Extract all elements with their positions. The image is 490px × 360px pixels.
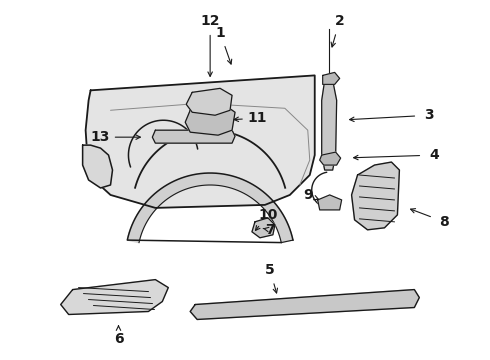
Polygon shape <box>352 162 399 230</box>
Text: 13: 13 <box>91 130 110 144</box>
Polygon shape <box>61 280 168 315</box>
Polygon shape <box>190 289 419 319</box>
Polygon shape <box>252 218 275 238</box>
Polygon shape <box>86 75 315 208</box>
Text: 5: 5 <box>265 263 275 276</box>
Text: 7: 7 <box>265 223 275 237</box>
Text: 2: 2 <box>335 14 344 28</box>
Polygon shape <box>322 80 337 170</box>
Text: 3: 3 <box>424 108 434 122</box>
Text: 10: 10 <box>258 208 278 222</box>
Text: 12: 12 <box>200 14 220 28</box>
Text: 4: 4 <box>429 148 439 162</box>
Polygon shape <box>83 145 113 188</box>
Text: 1: 1 <box>215 26 225 40</box>
Polygon shape <box>186 88 232 115</box>
Polygon shape <box>152 130 235 143</box>
Text: 8: 8 <box>440 215 449 229</box>
Text: 6: 6 <box>114 332 123 346</box>
Text: 9: 9 <box>303 188 313 202</box>
Polygon shape <box>127 173 293 243</box>
Polygon shape <box>323 72 340 84</box>
Text: 11: 11 <box>247 111 267 125</box>
Polygon shape <box>185 105 235 135</box>
Polygon shape <box>319 152 341 165</box>
Polygon shape <box>318 195 342 210</box>
